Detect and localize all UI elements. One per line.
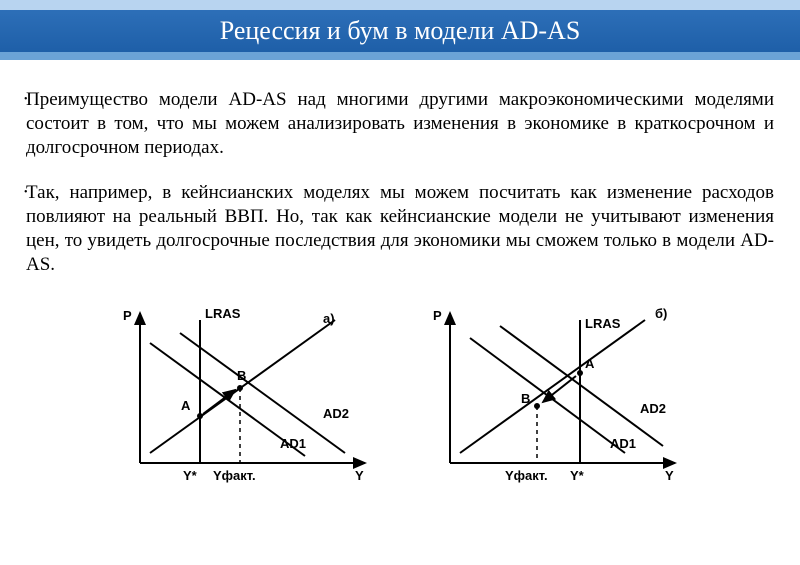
- chart-b-lras-label: LRAS: [585, 316, 621, 331]
- chart-a-axis-p: P: [123, 308, 132, 323]
- chart-b-axis-y: Y: [665, 468, 674, 483]
- chart-b-svg: P LRAS б) A B AD2 AD1 Yфакт. Y* Y: [415, 298, 695, 488]
- chart-b-yfact: Yфакт.: [505, 468, 548, 483]
- chart-a-panel-label: a): [323, 311, 335, 326]
- chart-b-point-b: B: [521, 391, 530, 406]
- slide-title: Рецессия и бум в модели AD-AS: [0, 10, 800, 52]
- chart-a-lras-label: LRAS: [205, 306, 241, 321]
- chart-a-ad2-label: AD2: [323, 406, 349, 421]
- chart-a-svg: P LRAS a) A B AD2 AD1 Y* Yфакт. Y: [105, 298, 385, 488]
- chart-a-ad1-label: AD1: [280, 436, 306, 451]
- chart-b-ad1-label: AD1: [610, 436, 636, 451]
- paragraph-2-text: Так, например, в кейнсианских моделях мы…: [26, 182, 774, 274]
- chart-b-axis-p: P: [433, 308, 442, 323]
- chart-b: P LRAS б) A B AD2 AD1 Yфакт. Y* Y: [415, 298, 695, 488]
- chart-b-panel-label: б): [655, 306, 667, 321]
- chart-a-axis-y: Y: [355, 468, 364, 483]
- paragraph-1: Преимущество модели AD-AS над многими др…: [26, 88, 774, 159]
- chart-b-point-a: A: [585, 356, 595, 371]
- paragraph-2: Так, например, в кейнсианских моделях мы…: [26, 181, 774, 276]
- chart-a: P LRAS a) A B AD2 AD1 Y* Yфакт. Y: [105, 298, 385, 488]
- title-stripe-top: [0, 0, 800, 10]
- chart-b-ystar: Y*: [570, 468, 585, 483]
- chart-a-point-a: A: [181, 398, 191, 413]
- paragraph-1-text: Преимущество модели AD-AS над многими др…: [26, 89, 774, 158]
- chart-a-yfact: Yфакт.: [213, 468, 256, 483]
- chart-a-ystar: Y*: [183, 468, 198, 483]
- title-band: Рецессия и бум в модели AD-AS: [0, 0, 800, 60]
- chart-a-point-b: B: [237, 368, 246, 383]
- chart-b-ad2-label: AD2: [640, 401, 666, 416]
- charts-row: P LRAS a) A B AD2 AD1 Y* Yфакт. Y: [26, 298, 774, 488]
- title-stripe-bottom: [0, 52, 800, 60]
- content-area: Преимущество модели AD-AS над многими др…: [0, 60, 800, 498]
